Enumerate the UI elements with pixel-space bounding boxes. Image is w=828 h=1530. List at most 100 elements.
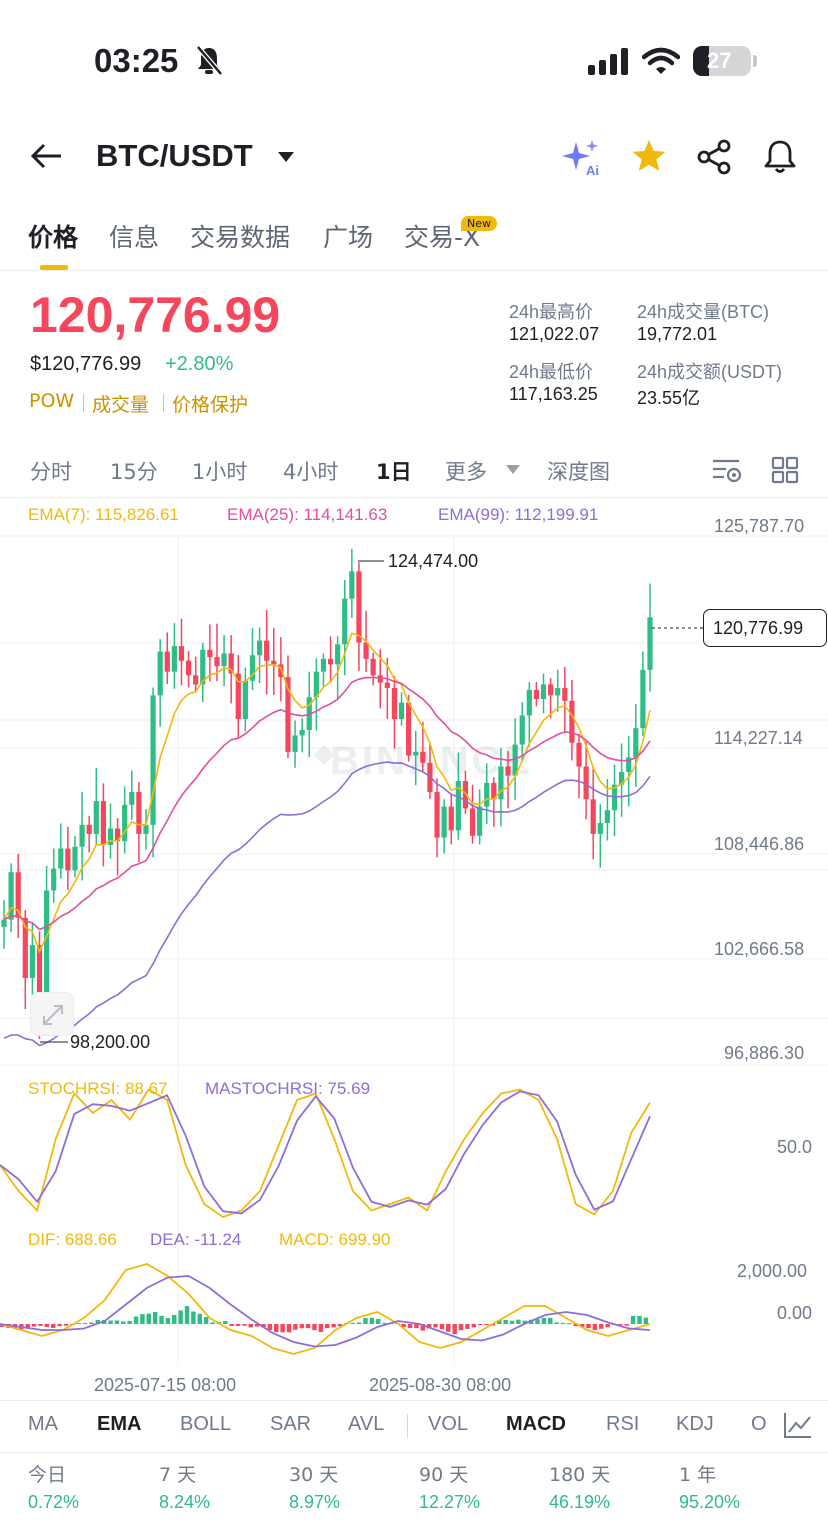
svg-text:Ai: Ai: [586, 163, 599, 178]
candle: [1, 899, 7, 949]
macd-bar: [210, 1322, 215, 1324]
favorite-star-icon[interactable]: [631, 139, 667, 173]
candle: [391, 675, 398, 749]
indicator-rsi[interactable]: RSI: [606, 1413, 640, 1435]
macd-bar: [356, 1322, 362, 1324]
more-caret-icon[interactable]: [505, 464, 521, 476]
indicator-settings-icon[interactable]: [783, 1411, 813, 1439]
stat-vol-btc-label: 24h成交量(BTC): [637, 302, 770, 322]
indicator-sar[interactable]: SAR: [270, 1413, 312, 1435]
macd-bar: [133, 1316, 139, 1324]
macd-bar: [503, 1319, 508, 1324]
back-arrow-icon[interactable]: [30, 142, 64, 170]
macd-bar: [235, 1324, 241, 1327]
tag-volume[interactable]: 成交量: [92, 394, 150, 416]
share-icon[interactable]: [697, 139, 733, 175]
macd-bar: [242, 1324, 247, 1326]
macd-bar: [254, 1324, 260, 1327]
candle: [398, 692, 405, 726]
macd-bar: [299, 1324, 304, 1329]
candle: [576, 733, 582, 799]
macd-y-tick-0: 2,000.00: [737, 1261, 808, 1281]
macd-bar: [114, 1320, 120, 1324]
candle: [434, 778, 440, 858]
candle: [562, 666, 568, 733]
macd-bar: [305, 1324, 311, 1329]
indicator-more[interactable]: O: [751, 1413, 767, 1435]
indicator-avl[interactable]: AVL: [348, 1413, 385, 1435]
macd-bar: [261, 1324, 266, 1328]
candle: [100, 783, 106, 867]
tag-price-protection[interactable]: 价格保护: [172, 394, 249, 416]
macd-bar: [267, 1324, 273, 1331]
interval-4h[interactable]: 4小时: [283, 460, 339, 484]
candle: [420, 721, 426, 773]
caret-down-icon[interactable]: [276, 150, 296, 164]
candle: [469, 784, 476, 844]
ema99-line: [3, 761, 651, 1047]
ai-sparkle-icon[interactable]: Ai: [562, 138, 604, 178]
layout-grid-icon[interactable]: [771, 456, 799, 484]
indicator-boll[interactable]: BOLL: [180, 1413, 232, 1435]
candle: [249, 628, 256, 691]
candle: [242, 667, 248, 732]
candle: [221, 635, 227, 687]
candle: [342, 579, 348, 676]
candle: [58, 823, 64, 879]
tab-square[interactable]: 广场: [323, 223, 374, 252]
divider: [0, 270, 828, 271]
y-tick-2: 108,446.86: [714, 834, 805, 854]
ema25-legend: EMA(25): 114,141.63: [227, 505, 388, 524]
macd-bar: [567, 1323, 572, 1325]
pair-title[interactable]: BTC/USDT: [96, 138, 253, 173]
stochrsi-legend: STOCHRSI: 88.67: [28, 1079, 168, 1098]
indicator-ma[interactable]: MA: [28, 1413, 58, 1435]
candle: [122, 786, 128, 854]
macd-bar: [229, 1324, 234, 1326]
macd-bar: [286, 1324, 292, 1333]
interval-1d[interactable]: 1日: [376, 460, 412, 484]
chart-settings-icon[interactable]: [712, 456, 742, 484]
candle: [299, 718, 305, 753]
tab-price[interactable]: 价格: [28, 223, 79, 252]
wifi-icon: [642, 47, 680, 74]
macd-bar: [592, 1324, 598, 1331]
interval-depth[interactable]: 深度图: [547, 460, 610, 484]
divider: [0, 1400, 828, 1401]
candle: [413, 730, 419, 786]
interval-15m[interactable]: 15分: [110, 460, 158, 484]
divider: [0, 497, 828, 498]
candle: [72, 836, 78, 878]
candle: [79, 791, 85, 881]
interval-more[interactable]: 更多: [445, 460, 487, 484]
candle: [491, 777, 497, 827]
candle: [619, 743, 625, 817]
macd-bar: [407, 1324, 413, 1329]
indicator-macd[interactable]: MACD: [506, 1413, 566, 1435]
macd-bar: [637, 1315, 642, 1324]
macd-bar: [293, 1324, 298, 1330]
candle: [164, 632, 170, 685]
candle: [583, 741, 589, 820]
indicator-vol[interactable]: VOL: [428, 1413, 469, 1435]
tab-info[interactable]: 信息: [109, 223, 160, 252]
candlestick-chart[interactable]: BINANCE: [0, 497, 828, 1367]
macd-bar: [146, 1313, 152, 1324]
macd-bar: [108, 1320, 113, 1324]
indicator-ema[interactable]: EMA: [97, 1413, 142, 1435]
interval-time-share[interactable]: 分时: [30, 460, 72, 484]
candle: [51, 848, 57, 903]
fullscreen-button[interactable]: [30, 992, 74, 1036]
tag-pow[interactable]: POW: [29, 390, 75, 412]
indicator-kdj[interactable]: KDJ: [676, 1413, 714, 1435]
candle: [526, 682, 532, 747]
interval-1h[interactable]: 1小时: [192, 460, 248, 484]
bell-alert-icon[interactable]: [763, 138, 797, 176]
macd-bar: [184, 1306, 190, 1324]
ema7-legend: EMA(7): 115,826.61: [28, 505, 179, 524]
macd-bar: [369, 1317, 375, 1324]
perf-value-1y: 95.20%: [679, 1492, 741, 1512]
dif-legend: DIF: 688.66: [28, 1230, 117, 1249]
macd-bar: [433, 1324, 438, 1328]
tab-trading-data[interactable]: 交易数据: [190, 223, 291, 252]
